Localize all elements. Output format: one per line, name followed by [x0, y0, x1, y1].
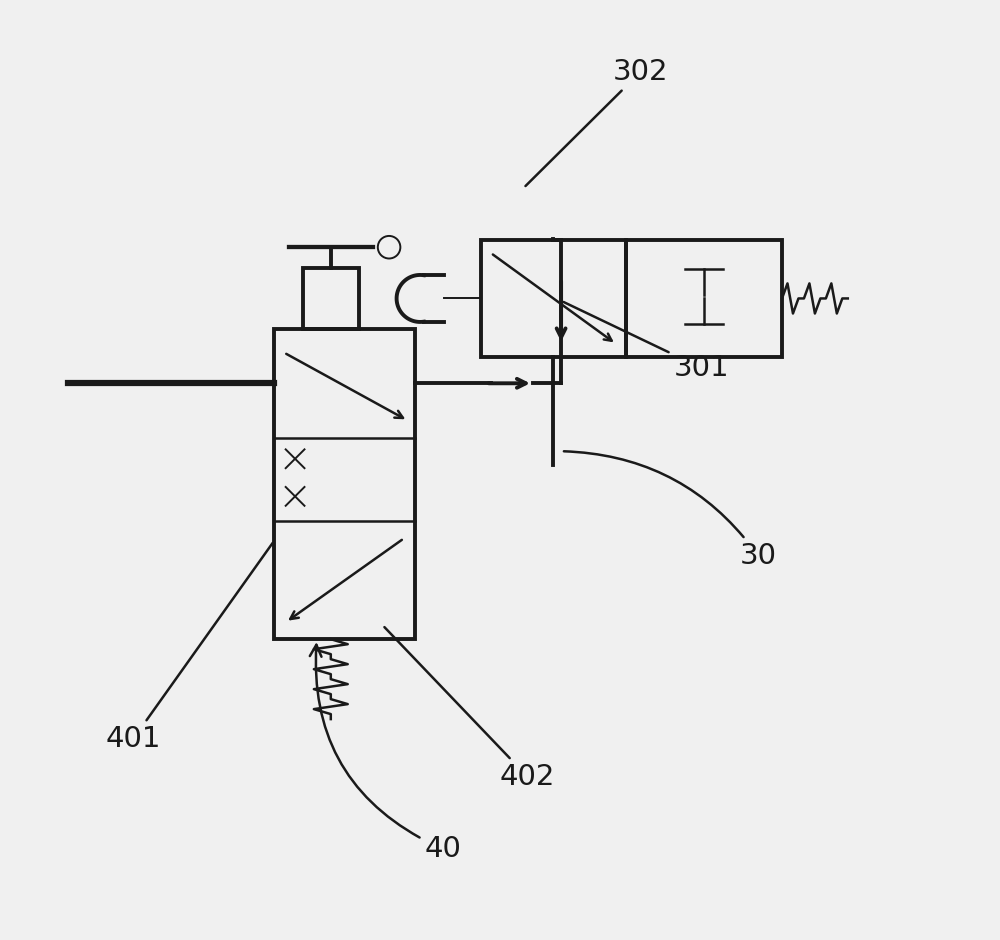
Text: 40: 40	[310, 645, 462, 863]
Text: 301: 301	[564, 302, 730, 382]
Text: 302: 302	[525, 58, 668, 186]
Text: 401: 401	[105, 542, 273, 753]
Text: 30: 30	[564, 451, 777, 570]
Text: 402: 402	[384, 627, 555, 791]
